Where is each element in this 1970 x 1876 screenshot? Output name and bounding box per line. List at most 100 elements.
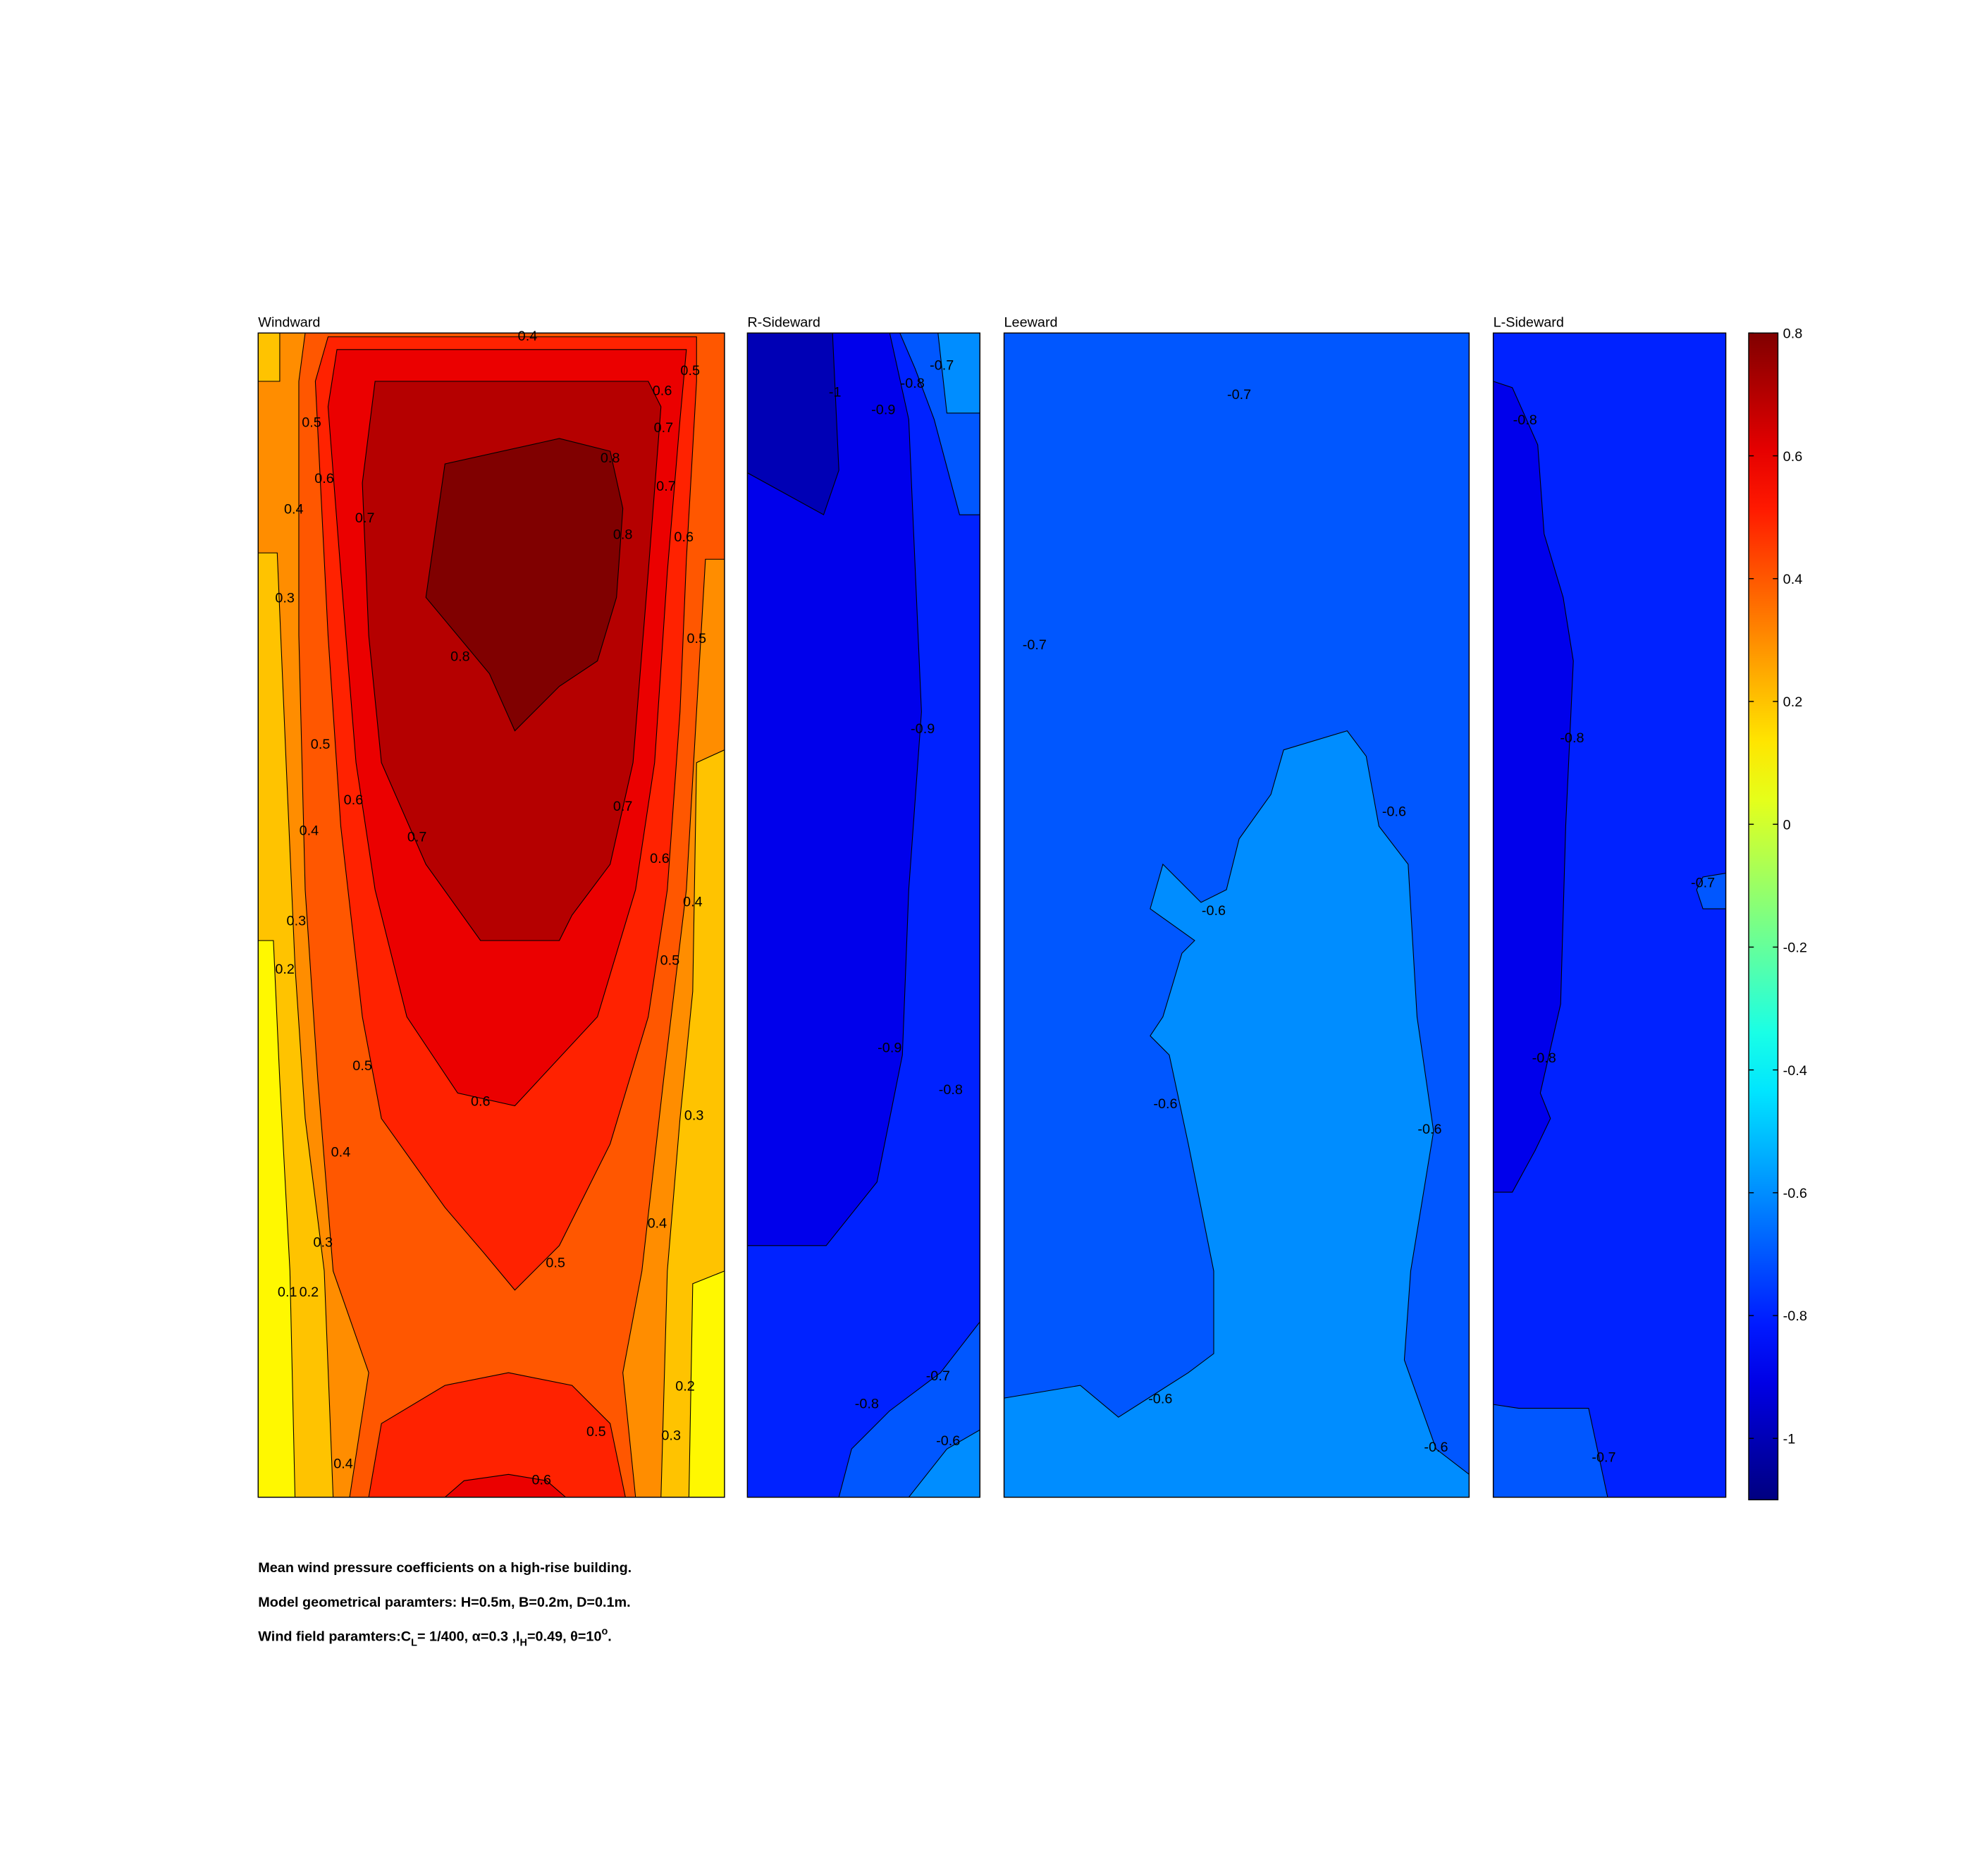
colorbar — [1748, 332, 1779, 1501]
contour-label: 0.6 — [532, 1473, 552, 1488]
caption-subscript: L — [411, 1638, 417, 1649]
contour-label: 0.6 — [471, 1093, 491, 1109]
contour-label: 0.4 — [300, 823, 319, 838]
contour-label: 0.4 — [284, 501, 304, 517]
contour-label: -0.6 — [1382, 804, 1406, 819]
colorbar-tick-label: 0.2 — [1783, 694, 1803, 710]
contour-label: 0.5 — [687, 631, 706, 646]
contour-label: 0.6 — [653, 384, 672, 399]
caption-superscript: o — [602, 1626, 608, 1637]
contour-label: 0.5 — [586, 1424, 606, 1440]
contour-band — [368, 1372, 626, 1497]
colorbar-tick-label: -0.4 — [1783, 1063, 1807, 1079]
contour-label: 0.6 — [674, 529, 694, 545]
contour-label: -0.7 — [926, 1368, 950, 1384]
contour-label: -0.9 — [911, 721, 935, 737]
panel — [1493, 333, 1726, 1497]
contour-label: -0.6 — [1417, 1122, 1441, 1137]
contour-label: 0.3 — [313, 1235, 333, 1251]
caption-part: . — [608, 1629, 612, 1644]
panel-frame — [257, 332, 725, 1498]
contour-label: 0.4 — [331, 1145, 351, 1160]
contour-label: -0.9 — [871, 403, 895, 418]
colorbar-tick-label: 0 — [1783, 817, 1791, 833]
contour-label: -0.6 — [1153, 1096, 1177, 1112]
contour-label: 0.6 — [344, 792, 364, 808]
contour-label: 0.6 — [314, 471, 334, 486]
caption-line: Wind field paramters:CL= 1/400, α=0.3 ,I… — [258, 1626, 612, 1648]
contour-label: -0.8 — [901, 376, 925, 391]
contour-label: 0.3 — [275, 591, 295, 606]
contour-label: 0.4 — [333, 1456, 353, 1471]
colorbar-tick-label: -0.6 — [1783, 1186, 1807, 1201]
contour-label: -0.8 — [855, 1397, 879, 1412]
colorbar-tick-label: -0.2 — [1783, 940, 1807, 956]
panel — [1004, 333, 1470, 1497]
contour-label: 0.5 — [660, 952, 680, 968]
caption-subscript: H — [520, 1638, 527, 1649]
contour-label: 0.2 — [275, 962, 295, 977]
contour-band — [937, 333, 980, 414]
contour-label: -0.8 — [1532, 1050, 1556, 1066]
panel-frame — [1492, 332, 1727, 1498]
panel-frame — [1003, 332, 1470, 1498]
contour-label: -0.7 — [1691, 875, 1715, 890]
contour-label: 0.5 — [680, 363, 700, 379]
contour-label: 0.4 — [518, 329, 538, 344]
panel-frame — [746, 332, 981, 1498]
contour-label: -0.8 — [1560, 730, 1584, 746]
panel-title: L-Sideward — [1494, 314, 1564, 330]
contour-label: 0.4 — [683, 894, 703, 909]
contour-label: -0.7 — [1023, 637, 1047, 653]
contour-label: 0.1 — [278, 1285, 297, 1300]
contour-label: 0.2 — [300, 1285, 319, 1300]
panel-title: Leeward — [1004, 314, 1058, 330]
contour-label: 0.7 — [407, 829, 427, 845]
contour-label: -0.7 — [930, 358, 954, 374]
contour-label: 0.8 — [601, 450, 620, 466]
contour-label: 0.7 — [355, 510, 375, 526]
contour-band — [1696, 873, 1726, 909]
contour-label: -1 — [829, 384, 842, 400]
contour-band — [747, 333, 922, 1246]
contour-label: 0.3 — [684, 1108, 704, 1123]
caption-line: Mean wind pressure coefficients on a hig… — [258, 1560, 632, 1576]
contour-band — [1493, 381, 1574, 1193]
caption-line: Model geometrical paramters: H=0.5m, B=0… — [258, 1595, 630, 1610]
contour-label: -0.8 — [939, 1082, 963, 1098]
contour-band — [444, 1473, 567, 1497]
contour-label: 0.5 — [302, 415, 321, 431]
contour-label: 0.3 — [661, 1428, 681, 1444]
panel-title: R-Sideward — [747, 314, 820, 330]
colorbar-tick-label: 0.6 — [1783, 449, 1803, 465]
contour-label: 0.8 — [450, 649, 470, 664]
colorbar-tick-label: 0.8 — [1783, 326, 1803, 342]
contour-label: -0.9 — [878, 1041, 901, 1056]
panel — [258, 333, 725, 1497]
contour-label: -0.6 — [1148, 1391, 1172, 1406]
contour-label: 0.7 — [654, 420, 674, 436]
contour-band — [908, 1429, 980, 1497]
panel-title: Windward — [258, 314, 320, 330]
contour-band — [1004, 730, 1470, 1497]
contour-band — [747, 333, 839, 515]
caption-part: = 1/400, α=0.3 ,I — [417, 1629, 520, 1644]
colorbar-tick-label: 0.4 — [1783, 572, 1803, 587]
contour-label: -0.7 — [1592, 1449, 1615, 1465]
contour-label: 0.5 — [311, 737, 331, 752]
contour-label: -0.7 — [1227, 387, 1251, 403]
contour-label: 0.4 — [648, 1216, 667, 1232]
contour-label: 0.8 — [613, 527, 633, 542]
contour-label: 0.6 — [650, 851, 670, 866]
caption-part: Wind field paramters:C — [258, 1629, 411, 1644]
contour-label: 0.7 — [613, 799, 633, 814]
panel — [747, 333, 980, 1497]
contour-band — [425, 438, 624, 732]
caption-part: =0.49, θ=10 — [527, 1629, 602, 1644]
contour-label: 0.2 — [675, 1378, 695, 1394]
contour-label: -0.8 — [1513, 412, 1537, 428]
colorbar-tick-label: -1 — [1783, 1431, 1796, 1447]
contour-label: 0.3 — [287, 913, 307, 928]
contour-label: -0.6 — [1424, 1440, 1448, 1455]
